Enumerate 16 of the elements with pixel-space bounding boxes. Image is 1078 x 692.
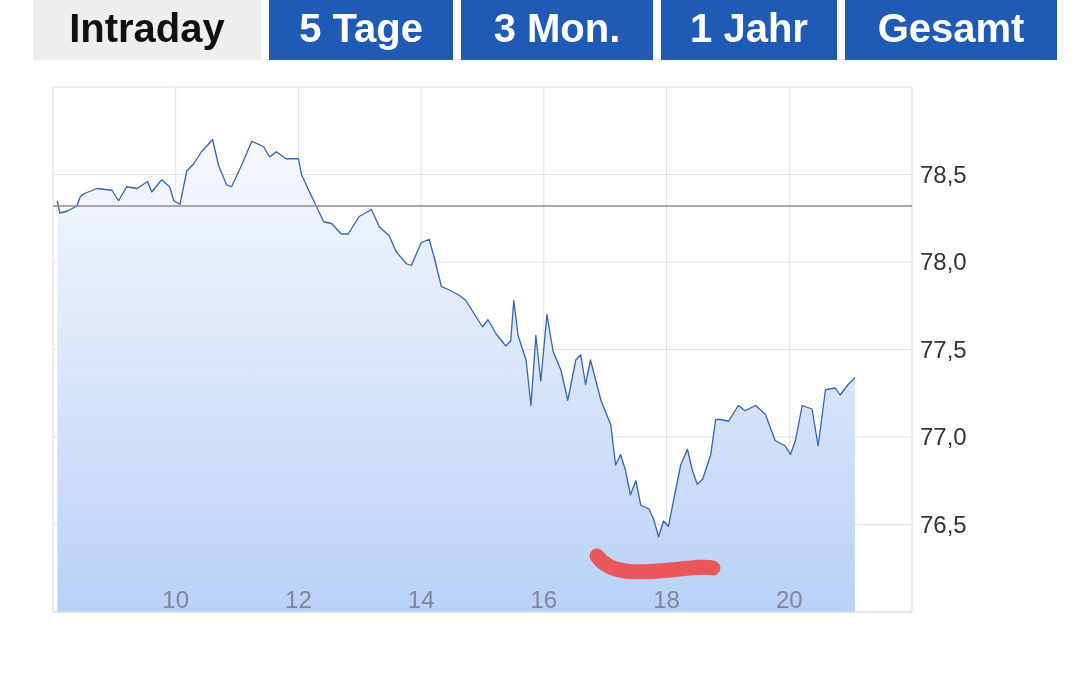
x-tick-label: 12 <box>285 586 312 613</box>
x-tick-label: 16 <box>530 586 558 613</box>
text: 5 Tage <box>299 6 423 50</box>
x-tick-label: 14 <box>407 586 435 613</box>
x-tick-label: 10 <box>162 586 190 613</box>
y-tick-label: 77,0 <box>920 423 967 450</box>
x-tick-label: 18 <box>653 586 680 613</box>
text: 1 Jahr <box>690 6 808 50</box>
x-tick-label: 20 <box>775 586 803 613</box>
text: Intraday <box>69 6 226 50</box>
y-tick-label: 78,5 <box>920 160 967 188</box>
y-tick-label: 78,0 <box>920 248 967 275</box>
y-tick-label: 76,5 <box>920 510 967 538</box>
text: Gesamt <box>877 6 1025 50</box>
y-tick-label: 77,5 <box>920 335 967 363</box>
text: 3 Mon. <box>493 6 621 50</box>
